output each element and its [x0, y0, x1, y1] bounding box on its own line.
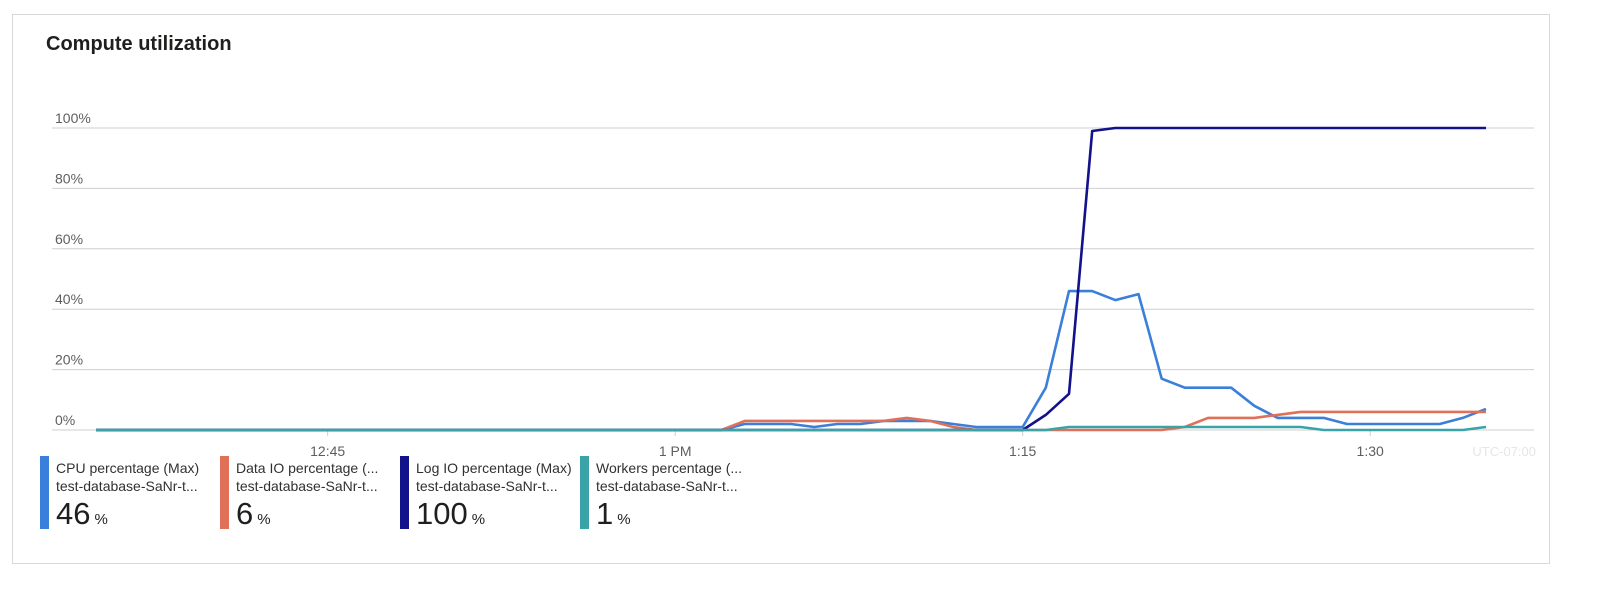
- y-tick-label: 0%: [55, 412, 75, 428]
- legend-value-unit: %: [471, 511, 486, 528]
- series-line-log_io[interactable]: [96, 126, 1486, 432]
- y-tick-label: 60%: [55, 231, 83, 247]
- x-tick-label: 1 PM: [659, 443, 692, 459]
- legend-resource-name: test-database-SaNr-t...: [56, 478, 198, 494]
- y-tick-label: 40%: [55, 291, 83, 307]
- series-line-workers[interactable]: [96, 425, 1487, 432]
- legend-value: 6%: [236, 496, 271, 532]
- legend-series-name: Data IO percentage (...: [236, 460, 379, 476]
- legend-series-name: Log IO percentage (Max): [416, 460, 572, 476]
- legend-value-unit: %: [94, 511, 108, 528]
- x-tick-label: 12:45: [310, 443, 345, 459]
- y-tick-label: 80%: [55, 170, 83, 186]
- legend-value-number: 1: [596, 496, 614, 531]
- legend-color-swatch: [580, 456, 589, 529]
- legend-color-swatch: [400, 456, 409, 529]
- chart-card: Compute utilization: [12, 14, 1550, 564]
- legend-series-name: CPU percentage (Max): [56, 460, 200, 476]
- legend-color-swatch: [40, 456, 49, 529]
- chart-title: Compute utilization: [46, 33, 232, 55]
- legend-value-unit: %: [257, 511, 271, 528]
- legend-color-swatch: [220, 456, 229, 529]
- series-line-cpu[interactable]: [96, 289, 1487, 432]
- y-tick-label: 100%: [55, 110, 91, 126]
- legend-resource-name: test-database-SaNr-t...: [236, 478, 378, 494]
- x-tick-label: 1:30: [1357, 443, 1384, 459]
- timezone-label: UTC-07:00: [1472, 444, 1536, 459]
- line-chart[interactable]: 0% 20% 40% 60% 80% 100% 12:45 1 PM 1:15 1:30 UTC-0…: [0, 0, 1600, 470]
- legend-value: 100%: [416, 496, 485, 532]
- legend-value-number: 6: [236, 496, 254, 531]
- y-tick-label: 20%: [55, 352, 83, 368]
- legend-resource-name: test-database-SaNr-t...: [596, 478, 738, 494]
- legend-value-number: 46: [56, 496, 91, 531]
- legend-value-unit: %: [617, 511, 631, 528]
- x-tick-label: 1:15: [1009, 443, 1036, 459]
- legend-value: 46%: [56, 496, 108, 532]
- legend-value-number: 100: [416, 496, 468, 531]
- legend-series-name: Workers percentage (...: [596, 460, 743, 476]
- legend-value: 1%: [596, 496, 631, 532]
- legend-resource-name: test-database-SaNr-t...: [416, 478, 558, 494]
